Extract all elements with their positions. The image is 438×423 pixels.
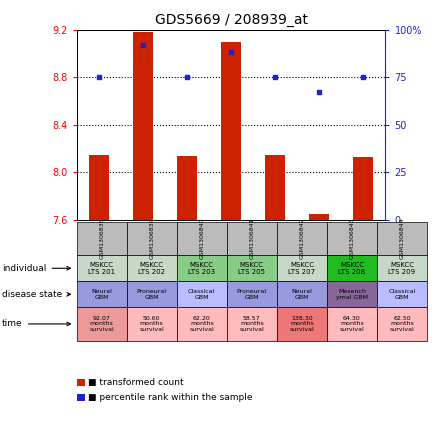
Bar (77, 308, 127, 341)
Text: 50.60
months
survival: 50.60 months survival (139, 316, 164, 332)
Text: Proneural
GBM: Proneural GBM (237, 289, 267, 300)
Text: 62.20
months
survival: 62.20 months survival (189, 316, 214, 332)
Bar (77, 394, 85, 401)
Text: MSKCC
LTS 208: MSKCC LTS 208 (339, 262, 366, 275)
Bar (277, 255, 327, 281)
Bar (177, 156, 197, 220)
Bar (133, 32, 153, 220)
Bar (77, 255, 127, 281)
Bar (327, 222, 377, 255)
Text: Neural
GBM: Neural GBM (291, 289, 312, 300)
Text: 92.07
months
survival: 92.07 months survival (89, 316, 114, 332)
Point (228, 49, 235, 56)
Bar (327, 281, 377, 308)
Bar (127, 255, 177, 281)
Bar (127, 281, 177, 308)
Bar (277, 222, 327, 255)
Text: GSM1306844: GSM1306844 (399, 218, 405, 259)
Text: MSKCC
LTS 205: MSKCC LTS 205 (238, 262, 265, 275)
Text: 58.57
months
survival: 58.57 months survival (240, 316, 264, 332)
Text: MSKCC
LTS 201: MSKCC LTS 201 (88, 262, 115, 275)
Bar (89, 154, 109, 220)
Bar (177, 308, 227, 341)
Point (139, 41, 146, 48)
Point (316, 89, 323, 96)
Bar (227, 255, 277, 281)
Text: GSM1306841: GSM1306841 (249, 218, 254, 259)
Bar (265, 154, 285, 220)
Bar (277, 308, 327, 341)
Text: Classical
GBM: Classical GBM (389, 289, 416, 300)
Text: disease state: disease state (2, 290, 71, 299)
Text: GSM1306838: GSM1306838 (99, 218, 104, 259)
Bar (221, 41, 241, 220)
Text: MSKCC
LTS 209: MSKCC LTS 209 (389, 262, 416, 275)
Bar (77, 379, 85, 386)
Text: GSM1306839: GSM1306839 (149, 218, 154, 259)
Text: MSKCC
LTS 202: MSKCC LTS 202 (138, 262, 165, 275)
Bar (77, 222, 127, 255)
Bar (227, 308, 277, 341)
Text: time: time (2, 319, 71, 328)
Text: GSM1306840: GSM1306840 (199, 218, 204, 259)
Bar (327, 255, 377, 281)
Bar (327, 308, 377, 341)
Text: 138.30
months
survival: 138.30 months survival (290, 316, 314, 332)
Point (184, 74, 191, 81)
Text: 62.50
months
survival: 62.50 months survival (390, 316, 414, 332)
Bar (177, 255, 227, 281)
Bar (277, 281, 327, 308)
Text: individual: individual (2, 264, 71, 273)
Text: Proneural
GBM: Proneural GBM (137, 289, 167, 300)
Text: Neural
GBM: Neural GBM (91, 289, 112, 300)
Bar (77, 281, 127, 308)
Bar (227, 222, 277, 255)
Text: GSM1306842: GSM1306842 (300, 218, 304, 259)
Bar (127, 308, 177, 341)
Bar (377, 255, 427, 281)
Text: Classical
GBM: Classical GBM (188, 289, 215, 300)
Text: ■ transformed count: ■ transformed count (88, 378, 183, 387)
Text: ■ percentile rank within the sample: ■ percentile rank within the sample (88, 393, 252, 402)
Point (360, 74, 367, 81)
Bar (353, 157, 373, 220)
Bar (227, 281, 277, 308)
Bar (127, 222, 177, 255)
Text: MSKCC
LTS 207: MSKCC LTS 207 (288, 262, 315, 275)
Text: 64.30
months
survival: 64.30 months survival (339, 316, 364, 332)
Point (272, 74, 279, 81)
Bar (177, 281, 227, 308)
Text: Mesench
ymal GBM: Mesench ymal GBM (336, 289, 368, 300)
Bar (377, 281, 427, 308)
Bar (177, 222, 227, 255)
Text: GSM1306843: GSM1306843 (350, 218, 354, 259)
Bar (377, 308, 427, 341)
Bar (309, 214, 329, 220)
Bar (377, 222, 427, 255)
Text: MSKCC
LTS 203: MSKCC LTS 203 (188, 262, 215, 275)
Title: GDS5669 / 208939_at: GDS5669 / 208939_at (155, 13, 307, 27)
Point (95, 74, 102, 81)
